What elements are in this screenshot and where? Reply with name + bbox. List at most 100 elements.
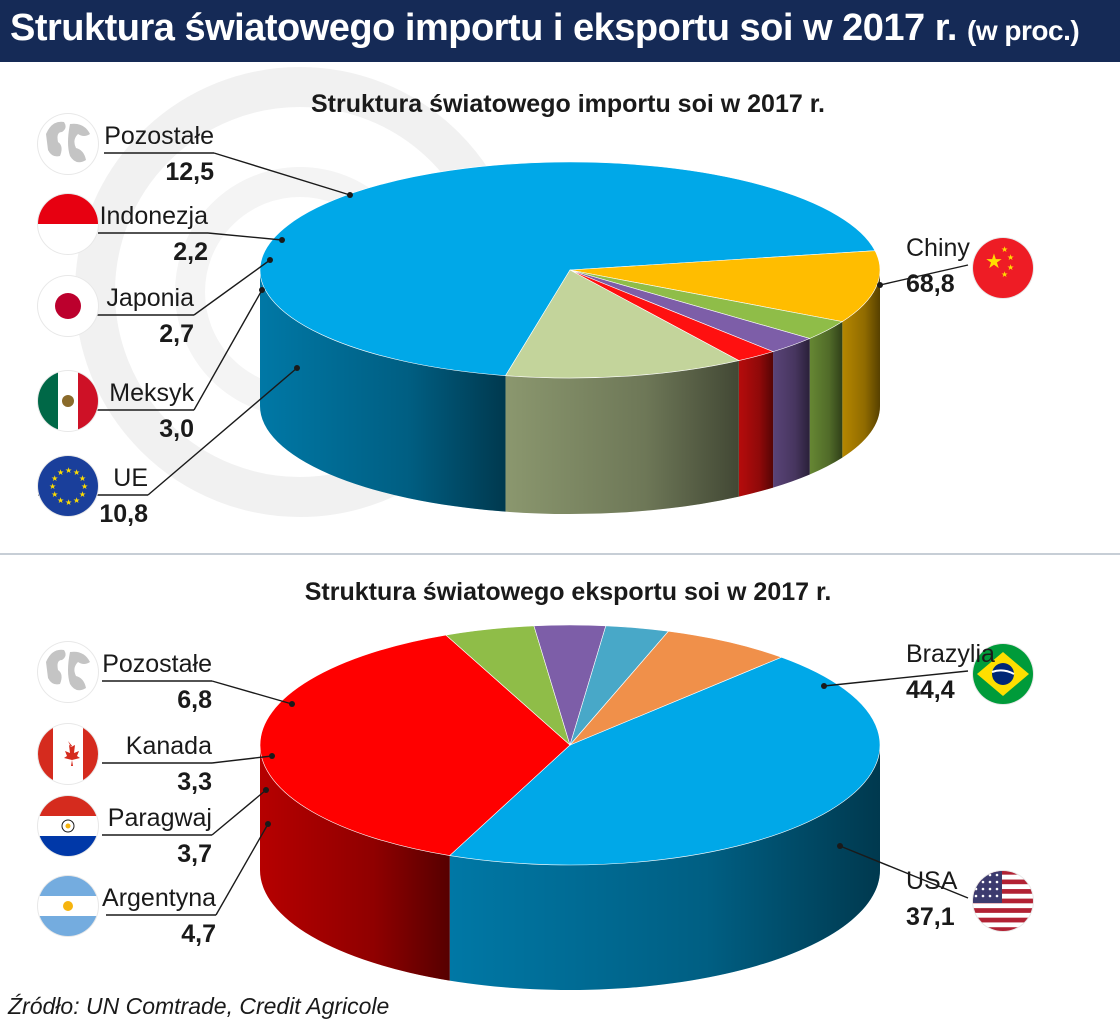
pie-slice-brazylia (449, 656, 881, 866)
leader-line-kanada (211, 755, 273, 764)
canada-flag-icon (37, 723, 99, 785)
pie-slice-chiny (259, 161, 876, 376)
svg-text:★: ★ (49, 482, 56, 491)
brazil-flag-icon (972, 643, 1034, 705)
header-bar: Struktura światowego importu i eksportu … (0, 0, 1120, 62)
leader-line-brazylia (823, 670, 969, 687)
leader-dot-kanada (269, 753, 275, 759)
leader-dot-brazylia (821, 683, 827, 689)
leader-line-paragwaj (211, 789, 267, 836)
leader-line-japonia (193, 259, 271, 316)
pie-side-shade (809, 321, 843, 475)
pie-side-shade (773, 338, 810, 488)
pie-side-shade (505, 360, 739, 515)
leader-dot-paragwaj (263, 787, 269, 793)
label-name-indonezja: Indonezja (100, 202, 209, 230)
label-value-pozostale: 12,5 (165, 158, 214, 186)
label-name-usa: USA (906, 867, 958, 895)
leader-dot-indonezja (279, 237, 285, 243)
page-title-suffix: (w proc.) (967, 15, 1080, 46)
svg-text:★: ★ (65, 466, 72, 475)
label-name-argentyna: Argentyna (102, 884, 216, 912)
label-value-pozostale: 6,8 (177, 686, 212, 714)
label-name-paragwaj: Paragwaj (108, 804, 212, 832)
svg-text:★: ★ (73, 496, 80, 505)
label-name-japonia: Japonia (106, 284, 194, 312)
svg-text:★: ★ (65, 498, 72, 507)
label-name-ue: UE (113, 464, 148, 492)
label-value-paragwaj: 3,7 (177, 840, 212, 868)
label-value-brazylia: 44,4 (906, 676, 955, 704)
page-title: Struktura światowego importu i eksportu … (10, 7, 1080, 50)
svg-text:★: ★ (1001, 245, 1008, 254)
globe-icon (37, 113, 99, 175)
leader-line-indonezja (207, 232, 283, 241)
pie-slice-usa (259, 634, 571, 856)
export-chart-title: Struktura światowego eksportu soi w 2017… (304, 578, 832, 606)
pie-side-shade (449, 745, 880, 990)
leader-dot-usa (837, 843, 843, 849)
usa-flag-icon (972, 870, 1034, 932)
label-value-usa: 37,1 (906, 903, 955, 931)
pie-side-shade (260, 745, 450, 981)
label-value-kanada: 3,3 (177, 768, 212, 796)
svg-text:★: ★ (57, 468, 64, 477)
svg-text:★: ★ (79, 490, 86, 499)
svg-text:★: ★ (1001, 270, 1008, 279)
label-name-chiny: Chiny (906, 234, 970, 262)
mexico-flag-icon (37, 370, 99, 432)
leader-line-ue (147, 367, 298, 496)
eu-flag-icon: ★★★★★★★★★ ★ ★★ (37, 455, 99, 517)
leader-line-pozostale (211, 680, 293, 705)
pie-slice-pozostale (505, 269, 740, 379)
leader-line-argentyna (215, 823, 269, 916)
svg-text:★: ★ (51, 474, 58, 483)
indonesia-flag-icon (37, 193, 99, 255)
leader-dot-meksyk (259, 287, 265, 293)
label-value-chiny: 68,8 (906, 270, 955, 298)
svg-text:★: ★ (1007, 253, 1014, 262)
label-name-pozostale: Pozostałe (102, 650, 212, 678)
label-name-brazylia: Brazylia (906, 640, 995, 668)
label-value-japonia: 2,7 (159, 320, 194, 348)
label-value-ue: 10,8 (99, 500, 148, 528)
pie-0 (259, 161, 881, 515)
section-divider (0, 553, 1120, 555)
globe-icon (37, 641, 99, 703)
japan-flag-icon (37, 275, 99, 337)
leader-dot-pozostale (289, 701, 295, 707)
label-name-meksyk: Meksyk (109, 379, 194, 407)
label-name-kanada: Kanada (126, 732, 212, 760)
paraguay-flag-icon (37, 795, 99, 857)
source-note: Źródło: UN Comtrade, Credit Agricole (8, 993, 390, 1019)
leader-line-usa (839, 845, 969, 899)
page-title-text: Struktura światowego importu i eksportu … (10, 7, 957, 49)
leader-dot-japonia (267, 257, 273, 263)
import-chart-title: Struktura światowego importu soi w 2017 … (310, 90, 825, 118)
svg-text:★: ★ (985, 251, 1003, 273)
pie-side-shade (738, 351, 774, 497)
leader-dot-ue (294, 365, 300, 371)
label-value-meksyk: 3,0 (159, 415, 194, 443)
leader-line-pozostale (213, 152, 351, 196)
leader-dot-pozostale (347, 192, 353, 198)
svg-text:★: ★ (73, 468, 80, 477)
label-name-pozostale: Pozostałe (104, 122, 214, 150)
label-value-indonezja: 2,2 (173, 238, 208, 266)
pie-side-shade (260, 270, 506, 512)
leader-line-chiny (879, 264, 969, 286)
pie-slice-ue (569, 250, 881, 322)
pie-slice-pozostale (569, 630, 783, 746)
china-flag-icon: ★★★★★ (972, 237, 1034, 299)
pie-side-shade (842, 270, 880, 458)
svg-text:★: ★ (1007, 263, 1014, 272)
leader-line-meksyk (193, 289, 263, 411)
svg-text:★: ★ (57, 496, 64, 505)
leader-dot-argentyna (265, 821, 271, 827)
svg-text:★: ★ (51, 490, 58, 499)
leader-dot-chiny (877, 282, 883, 288)
argentina-flag-icon (37, 875, 99, 937)
pie-1 (259, 624, 881, 990)
svg-text:★: ★ (79, 474, 86, 483)
